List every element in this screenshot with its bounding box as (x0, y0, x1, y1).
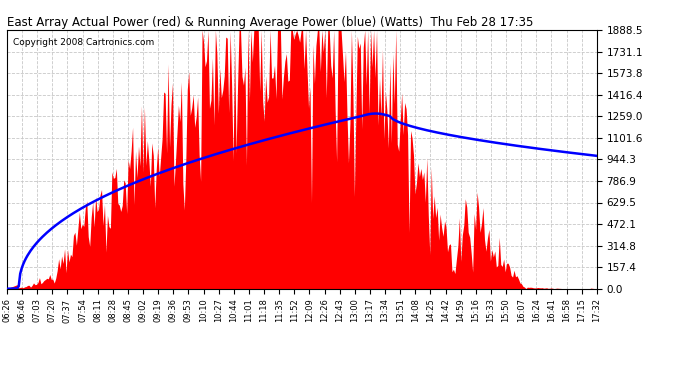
Text: Copyright 2008 Cartronics.com: Copyright 2008 Cartronics.com (13, 38, 154, 47)
Text: East Array Actual Power (red) & Running Average Power (blue) (Watts)  Thu Feb 28: East Array Actual Power (red) & Running … (7, 16, 533, 29)
